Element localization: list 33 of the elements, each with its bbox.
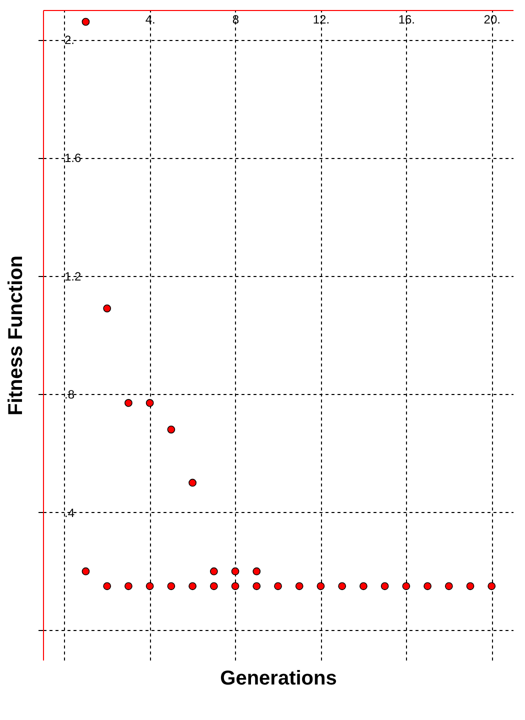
point bbox=[167, 426, 176, 434]
point bbox=[82, 18, 90, 26]
point bbox=[210, 582, 218, 590]
point bbox=[231, 582, 240, 590]
point bbox=[295, 582, 304, 590]
point bbox=[402, 582, 410, 590]
point bbox=[146, 399, 154, 407]
point bbox=[124, 582, 132, 590]
point bbox=[316, 582, 325, 590]
y-axis-title: Fitness Function bbox=[5, 256, 27, 416]
point bbox=[424, 582, 432, 590]
y-tick-label: 1.2 bbox=[64, 269, 82, 284]
point bbox=[466, 582, 474, 590]
point bbox=[488, 582, 496, 590]
point bbox=[124, 399, 132, 407]
point bbox=[103, 304, 112, 312]
point bbox=[380, 582, 389, 590]
point bbox=[252, 567, 261, 576]
point bbox=[188, 582, 196, 590]
x-axis-title: Generations bbox=[220, 668, 337, 690]
point bbox=[274, 582, 282, 590]
point bbox=[82, 567, 90, 576]
point bbox=[210, 567, 218, 576]
point bbox=[252, 582, 261, 590]
x-tick-label: 8 bbox=[232, 12, 240, 26]
point bbox=[338, 582, 346, 590]
point bbox=[444, 582, 453, 590]
point bbox=[146, 582, 154, 590]
point bbox=[167, 582, 176, 590]
point bbox=[103, 582, 112, 590]
point bbox=[360, 582, 368, 590]
point bbox=[188, 478, 196, 487]
point bbox=[231, 567, 240, 576]
